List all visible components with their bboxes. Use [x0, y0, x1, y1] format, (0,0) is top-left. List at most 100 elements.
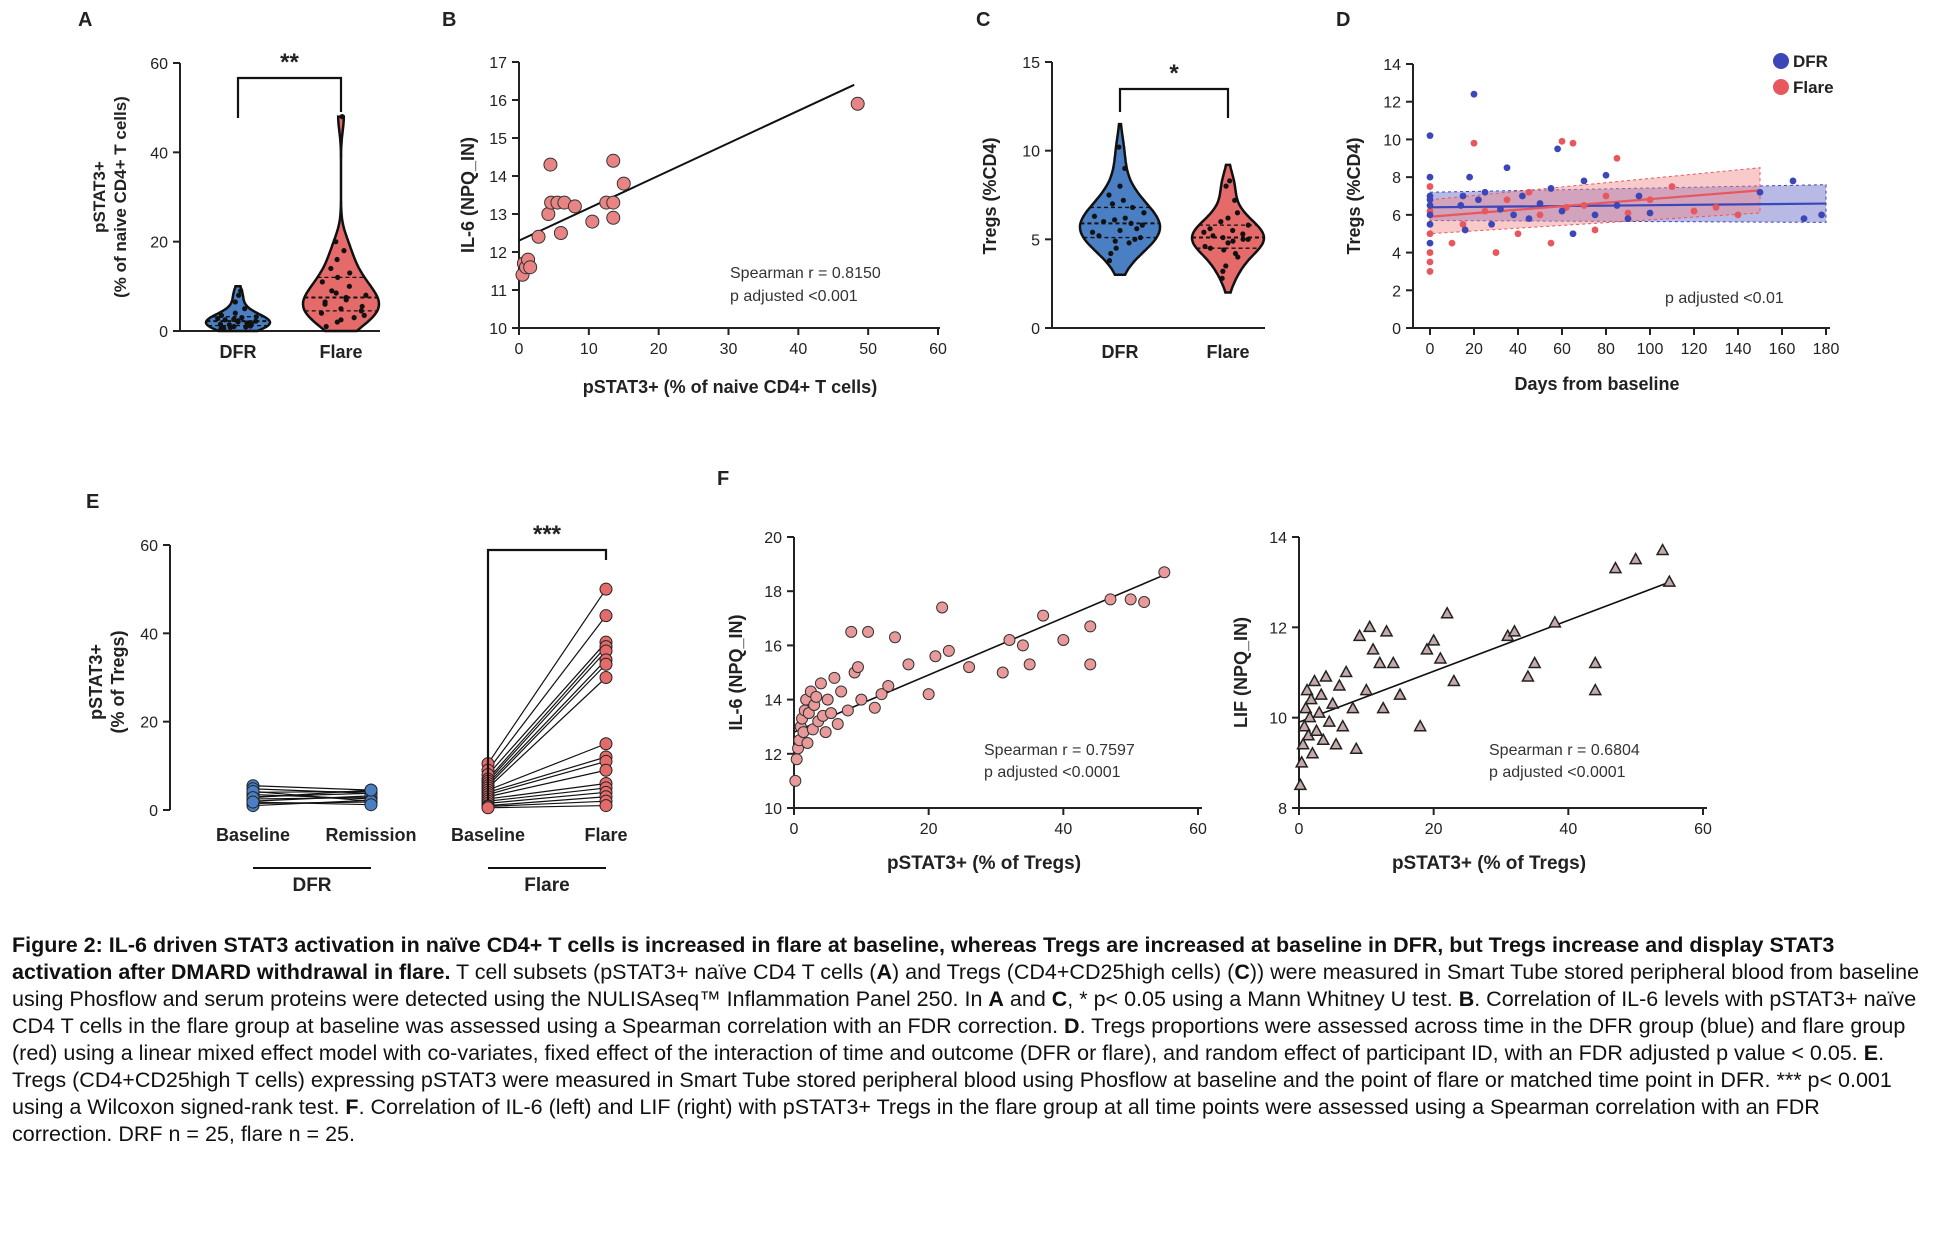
data-point — [351, 315, 357, 321]
data-point — [222, 317, 228, 323]
x-category-label: Baseline — [451, 825, 525, 845]
panel-b: B 10 11 12 13 14 15 16 17 0 10 20 30 40 50 60 IL-6 (NPQ_… — [442, 9, 947, 397]
data-point — [1116, 144, 1122, 150]
x-tick-label: 20 — [1465, 341, 1483, 358]
data-point — [828, 671, 841, 684]
dfr-data-point — [1497, 205, 1504, 213]
data-point — [1507, 624, 1522, 637]
flare-data-point — [1563, 203, 1570, 211]
data-point — [599, 799, 613, 813]
data-point — [333, 290, 339, 296]
paired-line — [487, 650, 607, 782]
y-tick-label: 10 — [764, 801, 782, 818]
y-tick-label: 16 — [764, 638, 782, 655]
data-point — [226, 322, 232, 328]
data-point — [1202, 243, 1208, 250]
caption-title: Figure 2: IL-6 driven STAT3 activation i… — [12, 933, 1835, 984]
y-tick-label: 20 — [150, 235, 168, 252]
x-tick-label: 60 — [1553, 341, 1571, 358]
data-point — [1113, 245, 1119, 251]
y-tick-label: 0 — [1031, 321, 1040, 338]
significance-label: * — [1169, 60, 1179, 87]
data-point — [523, 260, 538, 275]
data-point — [862, 625, 875, 638]
data-point — [1293, 777, 1308, 791]
data-point — [599, 763, 613, 777]
caption-ref: E — [1863, 1041, 1879, 1065]
paired-line — [252, 801, 372, 806]
data-point — [1225, 240, 1231, 246]
data-point — [606, 195, 621, 210]
data-point — [1230, 227, 1236, 234]
data-point — [936, 601, 949, 614]
x-tick-label: 0 — [1426, 341, 1435, 358]
data-point — [1303, 710, 1317, 723]
y-tick-label: 13 — [489, 207, 507, 224]
stat-label: p adjusted <0.0001 — [1489, 764, 1626, 781]
x-tick-label: 40 — [789, 341, 807, 358]
y-tick-label: 18 — [764, 584, 782, 601]
dfr-data-point — [1426, 196, 1434, 204]
x-tick-label: 20 — [1425, 821, 1443, 838]
dfr-data-point — [1466, 173, 1473, 181]
paired-line — [252, 795, 372, 802]
paired-line — [252, 785, 372, 791]
flare-data-point — [1448, 239, 1456, 247]
flare-data-point — [1690, 207, 1698, 215]
data-point — [1548, 615, 1562, 628]
data-point — [1373, 655, 1387, 669]
dfr-data-point — [1519, 192, 1526, 200]
dfr-data-point — [1459, 192, 1467, 200]
paired-line — [487, 787, 607, 802]
data-point — [253, 318, 259, 324]
data-point — [1137, 234, 1144, 241]
panel-letter: A — [78, 9, 92, 31]
data-point — [606, 153, 621, 168]
data-point — [1312, 705, 1326, 718]
data-point — [835, 685, 848, 698]
regression-line — [1298, 581, 1670, 723]
data-point — [333, 239, 339, 245]
data-point — [253, 314, 259, 320]
data-point — [1296, 737, 1310, 750]
data-point — [810, 690, 823, 703]
data-point — [1305, 746, 1320, 759]
data-point — [1413, 719, 1427, 732]
significance-bracket — [236, 76, 343, 118]
caption-text: )) were measured in Smart Tube stored pe… — [12, 960, 1920, 1011]
dfr-data-point — [1635, 192, 1643, 200]
data-point — [231, 316, 237, 322]
panel-e: E 0 20 40 60 pSTAT3+ (% of Tregs) Baseline Remis… — [86, 491, 628, 896]
data-point — [922, 688, 935, 701]
data-point — [1440, 606, 1454, 619]
y-tick-label: 14 — [489, 169, 507, 186]
data-point — [541, 207, 556, 221]
data-point — [1117, 227, 1123, 234]
y-tick-label: 10 — [489, 321, 507, 338]
data-point — [1588, 683, 1603, 696]
y-tick-label: 14 — [1269, 530, 1287, 547]
panel-a: A 0 20 40 60 pSTAT3+ (% of naive CD4+ T cells)… — [78, 9, 381, 362]
data-point — [599, 609, 613, 623]
data-point — [1207, 226, 1213, 232]
x-tick-label: 100 — [1637, 341, 1664, 358]
x-category-label: Flare — [319, 342, 362, 362]
x-category-label: Flare — [584, 825, 627, 845]
caption-text: T cell subsets (pSTAT3+ naïve CD4 T cell… — [450, 960, 877, 984]
data-point — [851, 661, 864, 674]
dfr-data-point — [1503, 164, 1511, 172]
data-point — [1129, 204, 1136, 211]
data-point — [1297, 719, 1312, 732]
data-point — [363, 292, 369, 298]
flare-data-point — [1536, 211, 1544, 219]
flare-data-point — [1602, 192, 1610, 200]
data-point — [1134, 226, 1140, 232]
y-tick-label: 16 — [489, 93, 507, 110]
flare-data-point — [1492, 249, 1500, 256]
data-point — [239, 315, 245, 321]
data-point — [1003, 633, 1016, 646]
data-point — [1655, 542, 1670, 556]
dfr-data-point — [1558, 207, 1566, 215]
caption-text: and — [1003, 987, 1052, 1011]
dfr-data-point — [1756, 188, 1764, 196]
